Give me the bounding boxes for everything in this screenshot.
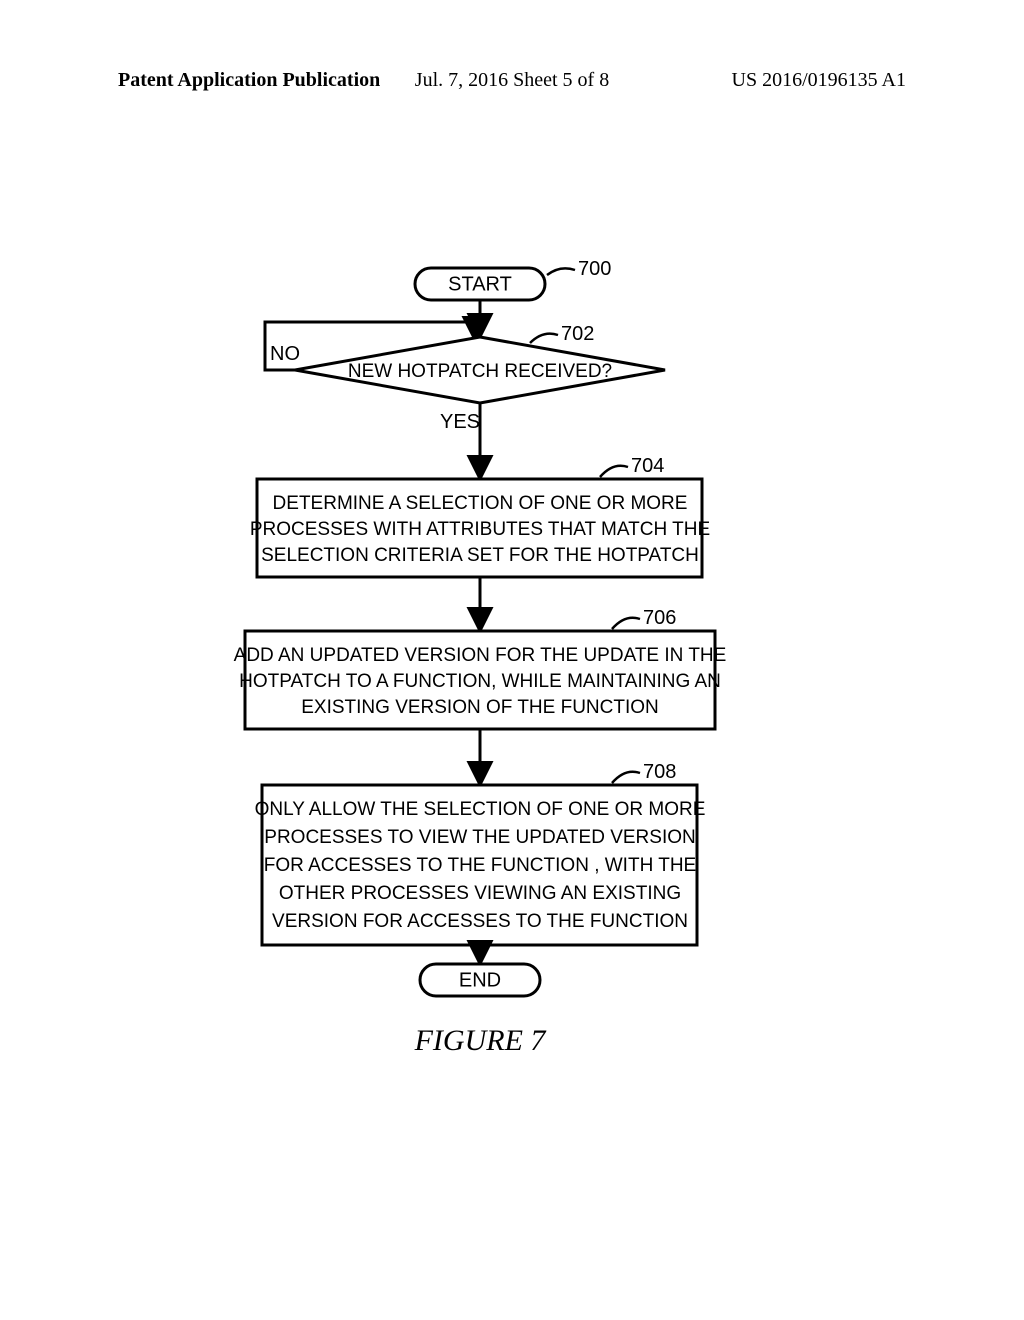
node-704-line2: PROCESSES WITH ATTRIBUTES THAT MATCH THE (250, 519, 710, 540)
page-header: Patent Application Publication Jul. 7, 2… (0, 69, 1024, 92)
node-end: END (420, 964, 540, 996)
node-704-line1: DETERMINE A SELECTION OF ONE OR MORE (273, 493, 688, 514)
node-708-line4: OTHER PROCESSES VIEWING AN EXISTING (279, 883, 681, 904)
figure-caption: FIGURE 7 (414, 1024, 548, 1057)
ref-702: 702 (561, 323, 594, 345)
node-end-text: END (459, 969, 501, 991)
label-yes: YES (440, 411, 480, 433)
node-708-line5: VERSION FOR ACCESSES TO THE FUNCTION (272, 911, 688, 932)
node-start-text: START (448, 273, 512, 295)
flowchart-container: NO START 700 NEW HOTPATCH RECEIVED? 702 … (0, 260, 1024, 1110)
ref-708: 708 (643, 761, 676, 783)
node-708-line2: PROCESSES TO VIEW THE UPDATED VERSION (264, 827, 695, 848)
leader-704 (600, 466, 628, 477)
node-706-line2: HOTPATCH TO A FUNCTION, WHILE MAINTAININ… (239, 671, 721, 692)
node-start: START (415, 268, 545, 300)
ref-704: 704 (631, 455, 664, 477)
header-left: Patent Application Publication (118, 69, 380, 92)
leader-708 (612, 772, 640, 783)
flowchart-svg: NO START 700 NEW HOTPATCH RECEIVED? 702 … (0, 260, 1024, 1110)
leader-702 (530, 334, 558, 343)
header-center: Jul. 7, 2016 Sheet 5 of 8 (415, 69, 609, 92)
node-decision: NEW HOTPATCH RECEIVED? (295, 337, 665, 403)
leader-700 (547, 268, 575, 275)
ref-706: 706 (643, 607, 676, 629)
ref-700: 700 (578, 260, 611, 280)
node-706-line1: ADD AN UPDATED VERSION FOR THE UPDATE IN… (234, 645, 727, 666)
leader-706 (612, 618, 640, 629)
node-708-line1: ONLY ALLOW THE SELECTION OF ONE OR MORE (255, 799, 706, 820)
node-708: ONLY ALLOW THE SELECTION OF ONE OR MORE … (255, 785, 706, 945)
label-no: NO (270, 343, 300, 365)
node-704-line3: SELECTION CRITERIA SET FOR THE HOTPATCH (261, 545, 699, 566)
node-708-line3: FOR ACCESSES TO THE FUNCTION , WITH THE (264, 855, 696, 876)
header-right: US 2016/0196135 A1 (732, 69, 906, 92)
node-706-line3: EXISTING VERSION OF THE FUNCTION (301, 697, 659, 718)
node-706: ADD AN UPDATED VERSION FOR THE UPDATE IN… (234, 631, 727, 729)
node-704: DETERMINE A SELECTION OF ONE OR MORE PRO… (250, 479, 710, 577)
node-decision-text: NEW HOTPATCH RECEIVED? (348, 361, 612, 382)
